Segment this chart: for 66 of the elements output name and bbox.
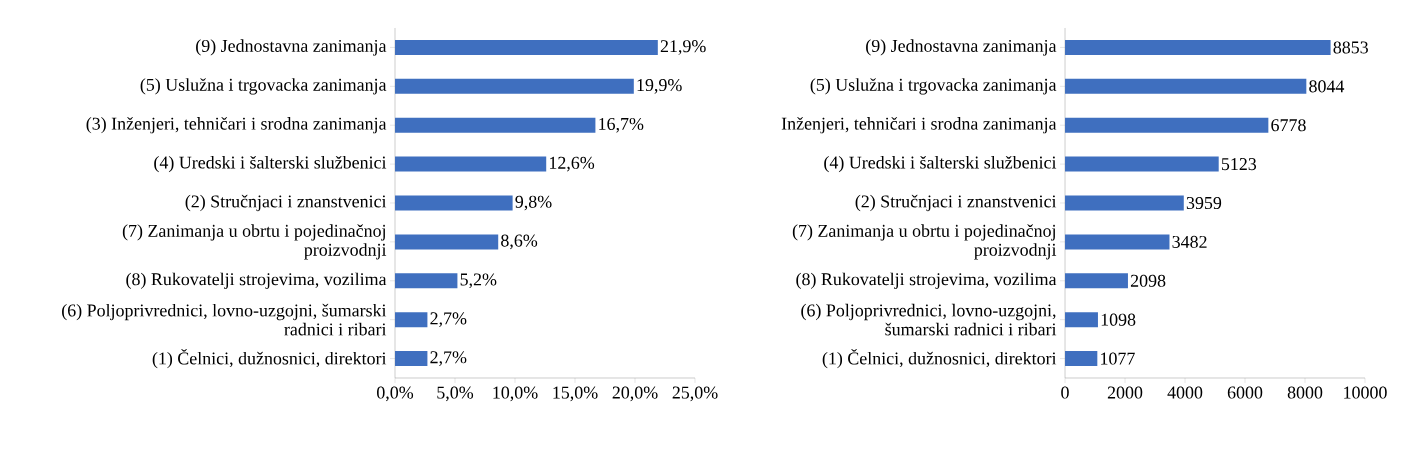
y-tick-label: (2) Stručnjaci i znanstvenici bbox=[855, 194, 1057, 212]
y-tick-label: (4) Uredski i šalterski službenici bbox=[824, 155, 1057, 173]
y-tick-label: (3) Inženjeri, tehničari i srodna zanimanja bbox=[86, 117, 387, 134]
bar bbox=[395, 195, 513, 211]
x-tick-label: 4000 bbox=[1167, 386, 1203, 399]
x-tick-label: 10,0% bbox=[493, 386, 538, 402]
x-tick-label: 8000 bbox=[1287, 386, 1323, 399]
bar bbox=[395, 351, 428, 367]
data-label: 9,8% bbox=[515, 195, 552, 211]
y-tick-label: (1) Čelnici, dužnosnici, direktori bbox=[152, 348, 387, 369]
y-tick-label: (2) Stručnjaci i znanstvenici bbox=[185, 194, 387, 212]
data-label: 8,6% bbox=[501, 234, 538, 250]
bar bbox=[1065, 39, 1331, 55]
y-tick-label: (8) Rukovatelji strojevima, vozilima bbox=[796, 272, 1057, 289]
data-label: 3482 bbox=[1172, 235, 1207, 248]
bar bbox=[1065, 312, 1098, 328]
x-tick-label: 2000 bbox=[1107, 386, 1143, 399]
data-label: 16,7% bbox=[599, 117, 644, 133]
bar bbox=[395, 312, 428, 328]
bar bbox=[1065, 156, 1219, 172]
data-label: 1077 bbox=[1101, 352, 1135, 365]
bar bbox=[1065, 78, 1307, 94]
y-tick-label: Inženjeri, tehničari i srodna zanimanja bbox=[781, 117, 1057, 134]
data-label: 1098 bbox=[1101, 313, 1136, 326]
y-tick-label: (6) Poljoprivrednici, lovno-uzgojni, šumarski radnici i ribari bbox=[801, 303, 1057, 336]
bar bbox=[395, 78, 634, 94]
data-label: 2,7% bbox=[430, 351, 467, 366]
bar bbox=[395, 39, 658, 55]
x-tick-label: 6000 bbox=[1227, 386, 1263, 399]
data-label: 5123 bbox=[1221, 158, 1257, 171]
data-label: 8044 bbox=[1309, 80, 1345, 93]
data-label: 2,7% bbox=[430, 312, 467, 328]
x-tick-label: 10000 bbox=[1344, 386, 1387, 399]
data-label: 2098 bbox=[1130, 274, 1166, 287]
bar bbox=[395, 234, 499, 250]
bar bbox=[1065, 117, 1269, 133]
x-tick-label: 20,0% bbox=[612, 386, 658, 402]
data-label: 6778 bbox=[1271, 119, 1306, 132]
x-tick-label: 25,0% bbox=[672, 386, 718, 402]
bar bbox=[1065, 351, 1098, 367]
y-tick-label: (9) Jednostavna zanimanja bbox=[196, 39, 387, 56]
data-label: 5,2% bbox=[460, 273, 497, 289]
data-label: 12,6% bbox=[549, 156, 595, 172]
x-tick-label: 15,0% bbox=[553, 386, 598, 402]
y-tick-label: (9) Jednostavna zanimanja bbox=[866, 39, 1057, 56]
y-tick-label: (8) Rukovatelji strojevima, vozilima bbox=[126, 272, 387, 289]
bar bbox=[395, 156, 547, 172]
data-label: 19,9% bbox=[637, 78, 682, 94]
y-tick-label: (7) Zanimanja u obrtu i pojedinačnoj proizvodnji bbox=[792, 224, 1057, 260]
y-tick-label: (6) Poljoprivrednici, lovno-uzgojni, šumarski radnici i ribari bbox=[62, 303, 387, 336]
y-tick-label: (4) Uredski i šalterski službenici bbox=[154, 155, 387, 173]
bar bbox=[1065, 195, 1184, 211]
bar bbox=[1065, 273, 1128, 289]
x-tick-label: 0,0% bbox=[377, 386, 414, 402]
x-tick-label: 0 bbox=[1061, 386, 1069, 399]
data-label: 8853 bbox=[1333, 41, 1368, 54]
y-tick-label: (7) Zanimanja u obrtu i pojedinačnoj proizvodnji bbox=[122, 224, 387, 260]
y-tick-label: (5) Uslužna i trgovacka zanimanja bbox=[140, 78, 387, 95]
bar bbox=[395, 273, 458, 289]
data-label: 21,9% bbox=[660, 40, 706, 55]
y-tick-label: (5) Uslužna i trgovacka zanimanja bbox=[810, 78, 1057, 95]
data-label: 3959 bbox=[1186, 196, 1222, 210]
bar bbox=[1065, 234, 1170, 250]
y-tick-label: (1) Čelnici, dužnosnici, direktori bbox=[822, 348, 1057, 369]
x-tick-label: 5,0% bbox=[437, 386, 474, 402]
bar bbox=[395, 117, 596, 133]
